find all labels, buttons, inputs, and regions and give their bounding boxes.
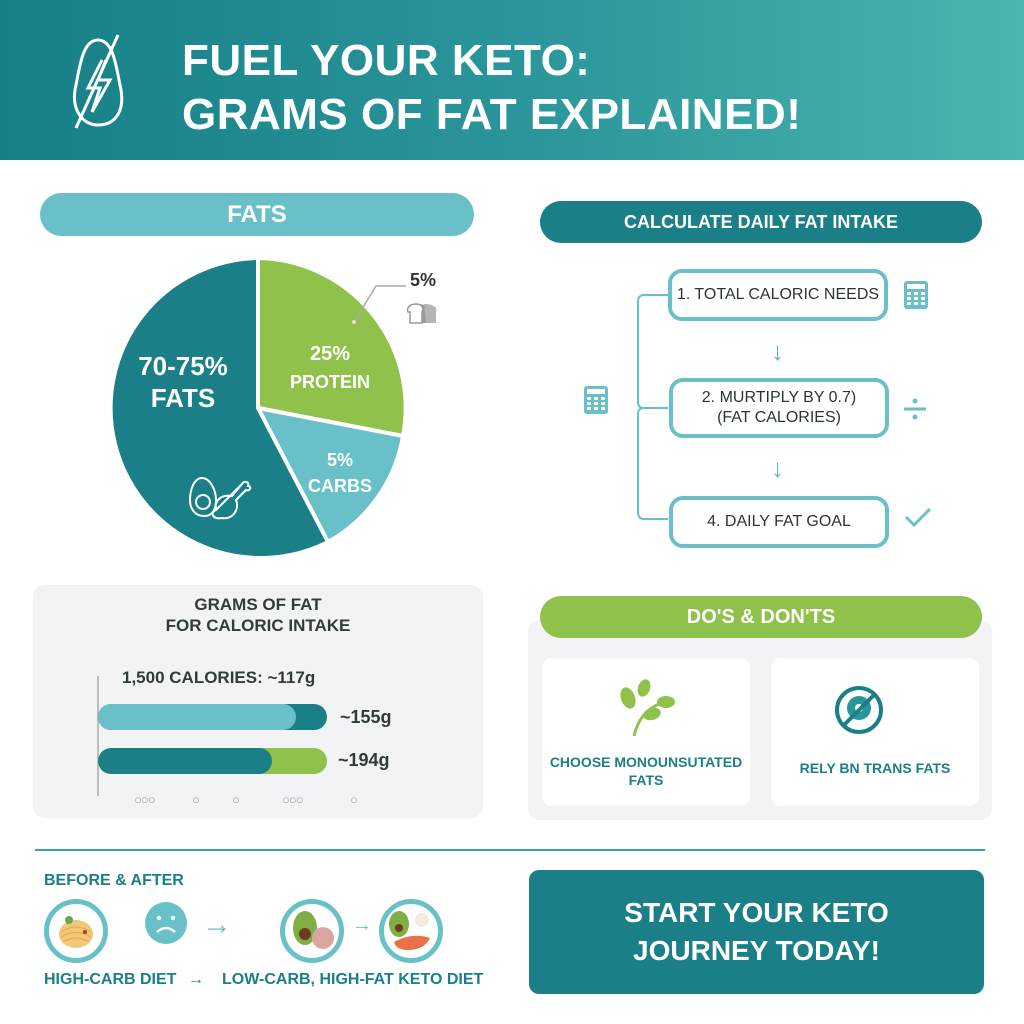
avocado-lightning-icon (73, 34, 124, 129)
pie-label-protein: 25% PROTEIN (270, 340, 390, 396)
bar-value-155g: ~155g (340, 707, 392, 727)
fats-percent: 70-75% (138, 351, 228, 381)
do-line2: FATS (628, 772, 664, 788)
calculator-icon (904, 281, 928, 309)
axis-dots: ○○○ (134, 792, 156, 807)
bar-155g (98, 704, 327, 730)
bread-icon (406, 303, 437, 324)
checkmark-icon (904, 507, 932, 528)
arrow-down-icon: ↓ (771, 336, 784, 366)
axis-dots: ○ (232, 792, 240, 807)
pie-label-carbs: 5% CARBS (300, 447, 380, 499)
bar-axis (97, 676, 99, 796)
protein-name: PROTEIN (289, 372, 370, 392)
pie-label-fats: 70-75% FATS (118, 350, 248, 414)
leaf-sprig-icon (620, 679, 675, 737)
arrow-down-icon: ↓ (771, 453, 784, 483)
flow-bracket (637, 294, 668, 520)
step-multiply: 2. MURTIPLY BY 0.7) (FAT CALORIES) (669, 378, 889, 438)
caption-after: LOW-CARB, HIGH-FAT KETO DIET (222, 971, 484, 988)
header-banner: FUEL YOUR KETO: GRAMS OF FAT EXPLAINED! (0, 0, 1024, 160)
sad-face-icon (145, 902, 187, 944)
bar-segment (98, 704, 296, 730)
grams-title-line1: GRAMS OF FAT (194, 595, 322, 614)
pie-slice-carbs (254, 405, 406, 545)
dos-donts-header: DO'S & DON'TS (540, 596, 982, 638)
no-donut-icon (835, 686, 883, 734)
protein-percent: 25% (309, 343, 351, 365)
page-title: FUEL YOUR KETO: GRAMS OF FAT EXPLAINED! (182, 34, 801, 142)
axis-dots: ○○○ (282, 792, 304, 807)
do-text: CHOOSE MONOUNSUTATED FATS (542, 753, 750, 789)
callout-leader-line (352, 285, 406, 324)
step-daily-fat-goal: 4. DAILY FAT GOAL (669, 496, 889, 548)
cta-line1: START YOUR KETO (624, 897, 889, 928)
macro-pie-chart (108, 258, 408, 558)
avocado-chicken-icon (188, 476, 252, 520)
axis-dots: ○ (350, 792, 358, 807)
title-line-1: FUEL YOUR KETO: (182, 36, 591, 85)
arrow-right-icon: → (202, 908, 232, 941)
step-total-caloric-needs: 1. TOTAL CALORIC NEEDS (668, 269, 888, 321)
bar-194g (98, 748, 327, 774)
step-3-text: 4. DAILY FAT GOAL (707, 513, 851, 530)
carbs-name: CARBS (307, 476, 372, 496)
do-line1: CHOOSE MONOUNSUTATED (549, 754, 743, 770)
pasta-icon (44, 899, 108, 963)
cta-line2: JOURNEY TODAY! (633, 935, 880, 966)
start-keto-journey-button[interactable]: START YOUR KETO JOURNEY TODAY! (529, 870, 984, 994)
callout-percent: 5% (410, 270, 437, 290)
arrow-right-icon: → (352, 914, 372, 936)
calculate-section-header: CALCULATE DAILY FAT INTAKE (540, 201, 982, 243)
pie-slice-protein (256, 258, 408, 439)
step-2-text-line2: (FAT CALORIES) (717, 409, 841, 426)
fats-name: FATS (150, 383, 216, 413)
step-1-text: 1. TOTAL CALORIC NEEDS (676, 286, 880, 303)
before-after-title: BEFORE & AFTER (44, 872, 184, 889)
pie-slice-fats (108, 258, 331, 558)
caption-before: HIGH-CARB DIET (44, 971, 177, 988)
calories-1500-label: 1,500 CALORIES: ~117g (122, 668, 316, 687)
grams-card (33, 585, 483, 818)
step-2-text-line1: 2. MURTIPLY BY 0.7) (701, 389, 857, 406)
caption-arrow-icon: → (188, 971, 204, 988)
dont-text: RELY BN TRANS FATS (799, 760, 951, 776)
axis-dots: ○ (192, 792, 200, 807)
section-divider (35, 849, 985, 851)
dont-card (771, 658, 979, 806)
avocado-meat-icon (280, 899, 344, 963)
title-line-2: GRAMS OF FAT EXPLAINED! (182, 90, 802, 139)
divide-icon (904, 398, 926, 420)
avocado-salmon-icon (379, 899, 443, 963)
calculator-icon (584, 386, 608, 414)
carbs-percent: 5% (326, 450, 353, 470)
grams-title: GRAMS OF FAT FOR CALORIC INTAKE (33, 594, 483, 636)
bar-value-194g: ~194g (338, 750, 390, 770)
fats-section-header: FATS (40, 193, 474, 236)
bar-segment (98, 748, 272, 774)
grams-title-line2: FOR CALORIC INTAKE (165, 616, 351, 635)
